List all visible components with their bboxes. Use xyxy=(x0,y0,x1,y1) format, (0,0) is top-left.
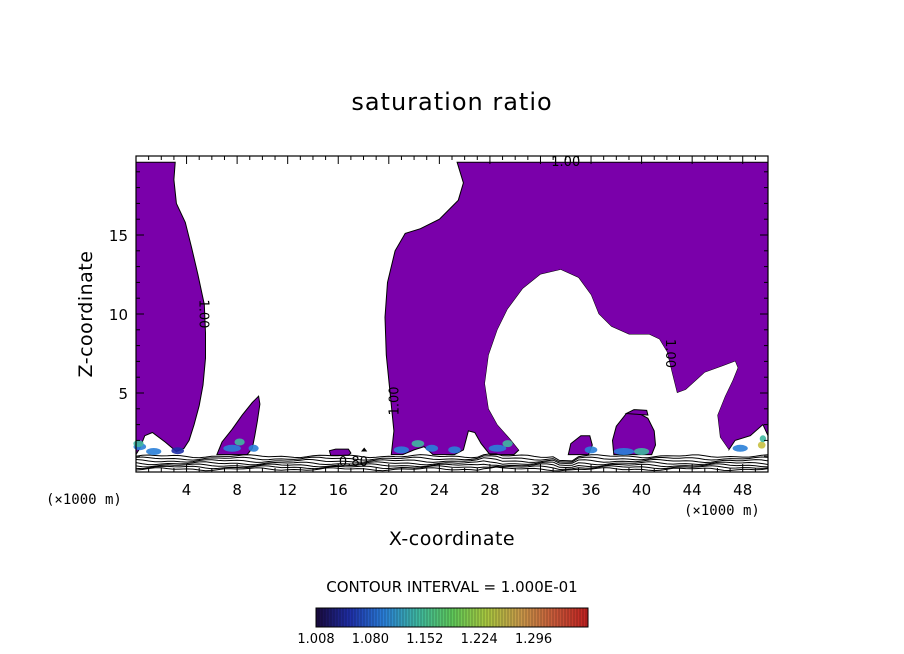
x-tick-label: 36 xyxy=(581,481,600,499)
colorbar-tick-label: 1.296 xyxy=(514,632,553,647)
hot-patch xyxy=(171,447,184,455)
x-tick-label: 44 xyxy=(683,481,702,499)
hot-patch xyxy=(613,448,635,455)
hot-patch xyxy=(584,446,598,454)
x-tick-label: 48 xyxy=(733,481,752,499)
colorbar-tick-label: 1.080 xyxy=(351,632,389,647)
hot-patch xyxy=(488,444,507,452)
hot-patch xyxy=(634,448,650,455)
x-tick-label: 40 xyxy=(632,481,651,499)
x-unit-label-right: (×1000 m) xyxy=(684,503,760,519)
x-tick-label: 8 xyxy=(232,481,242,499)
x-axis-label: X-coordinate xyxy=(388,528,516,550)
hot-patch xyxy=(133,440,144,448)
region-left-edge xyxy=(135,161,206,457)
hot-patch xyxy=(146,448,162,455)
colorbar-tick-label: 1.008 xyxy=(297,632,335,647)
contour-interval-label: CONTOUR INTERVAL = 1.000E-01 xyxy=(326,578,578,596)
x-tick-label: 4 xyxy=(182,481,192,499)
x-tick-label: 12 xyxy=(278,481,297,499)
hot-patch xyxy=(393,446,409,454)
tiny-marker xyxy=(361,447,368,452)
y-axis-label: Z-coordinate xyxy=(75,250,97,378)
y-tick-label: 5 xyxy=(118,385,128,403)
surface-contour xyxy=(135,457,769,464)
hot-patch xyxy=(759,435,767,443)
hot-patch xyxy=(732,444,748,452)
x-tick-label: 16 xyxy=(329,481,348,499)
surface-contour xyxy=(135,463,769,469)
hot-patch xyxy=(448,446,461,454)
chart-title: saturation ratio xyxy=(351,88,553,116)
subsaturated-pocket xyxy=(484,269,738,456)
contour-label: 0.80 xyxy=(339,455,368,470)
hot-patch xyxy=(248,444,259,452)
cap-40-tip xyxy=(624,409,649,416)
contour-label: 1.00 xyxy=(388,386,403,415)
x-tick-label: 28 xyxy=(480,481,499,499)
surface-contour xyxy=(135,455,769,463)
hot-patch xyxy=(234,438,245,446)
colorbar xyxy=(315,607,589,628)
hot-patch xyxy=(757,441,766,449)
y-tick-label: 10 xyxy=(109,306,128,324)
supersaturation-fill-layer xyxy=(135,161,769,457)
x-tick-label: 20 xyxy=(379,481,398,499)
high-value-patches xyxy=(133,435,767,455)
colorbar-tick-label: 1.152 xyxy=(406,632,444,647)
y-tick-label: 15 xyxy=(109,227,128,245)
hot-patch xyxy=(502,440,513,448)
hot-patch xyxy=(223,444,241,452)
hot-patch xyxy=(425,444,439,452)
hot-patch xyxy=(411,440,425,448)
axis-ticks xyxy=(136,156,768,472)
contour-label: 1.00 xyxy=(195,300,210,329)
surface-contour xyxy=(135,465,769,471)
x-unit-label-left: (×1000 m) xyxy=(46,492,122,508)
surface-contour xyxy=(135,460,769,466)
contour-label: 1.00 xyxy=(551,155,580,170)
contour-label: 1.00 xyxy=(662,339,677,368)
x-tick-label: 32 xyxy=(531,481,550,499)
colorbar-tick-label: 1.224 xyxy=(460,632,498,647)
colorbar-bar xyxy=(315,607,589,628)
contour-labels: 1.00 1.00 1.00 1.00 0.80 xyxy=(195,155,676,470)
surface-contour xyxy=(135,453,769,462)
x-tick-label: 24 xyxy=(430,481,449,499)
